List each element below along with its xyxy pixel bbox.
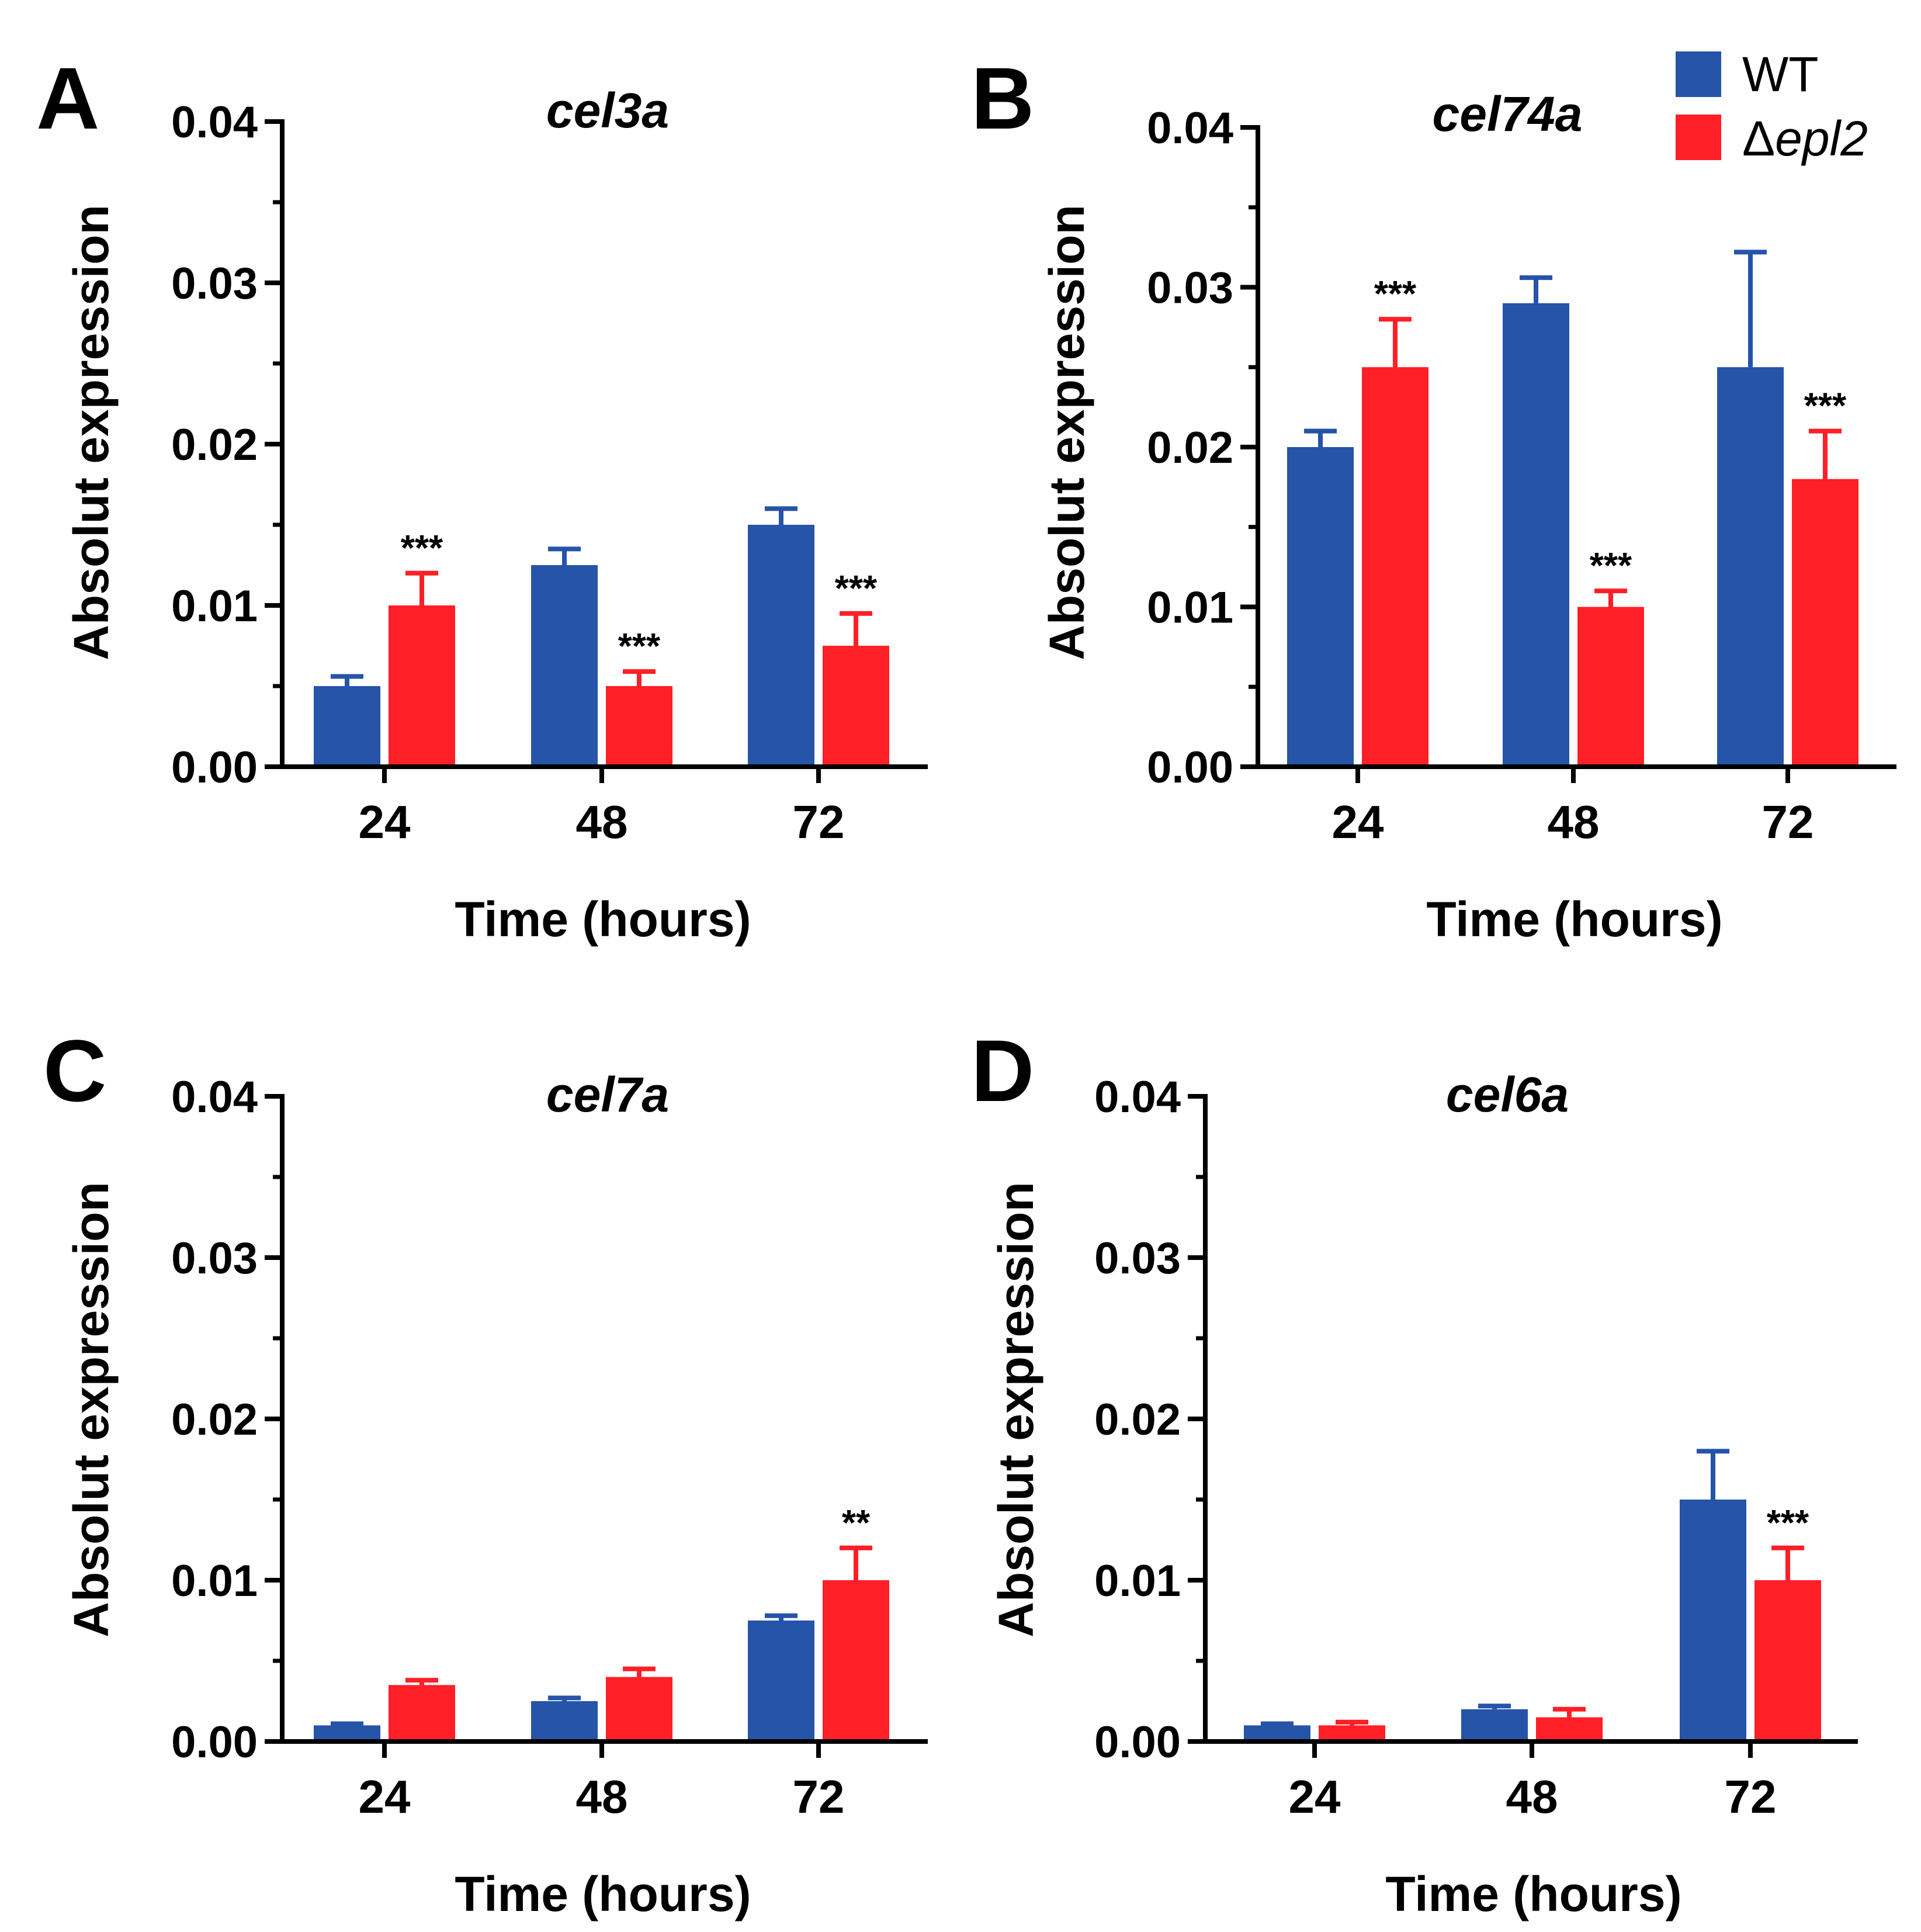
- bar-wt-72: [1717, 367, 1784, 767]
- bar-wt-24: [1244, 1725, 1310, 1741]
- y-tick-label: 0.01: [171, 1556, 258, 1606]
- y-tick-label: 0.00: [171, 743, 258, 792]
- y-tick-label: 0.04: [1147, 103, 1233, 153]
- panel-d: D cel6a Absolut expression Time (hours) …: [971, 1022, 1858, 1921]
- x-tick-label-48: 48: [576, 796, 628, 848]
- significance-marker-72: ***: [835, 569, 878, 609]
- gene-title: cel3a: [546, 83, 669, 138]
- x-tick-label-24: 24: [1332, 796, 1384, 848]
- bar-delta-epl2-72: [823, 1580, 889, 1741]
- x-tick-label-48: 48: [1506, 1771, 1558, 1823]
- y-tick-label: 0.04: [171, 98, 258, 147]
- y-tick-label: 0.03: [1094, 1234, 1181, 1283]
- bar-wt-48: [531, 565, 598, 767]
- y-tick-label: 0.04: [1094, 1072, 1181, 1122]
- y-tick-label: 0.03: [171, 1234, 258, 1283]
- x-tick-label-24: 24: [1289, 1771, 1341, 1823]
- panel-letter: C: [43, 1022, 106, 1120]
- significance-marker-24: ***: [1374, 274, 1417, 314]
- x-tick-label-72: 72: [1762, 796, 1814, 848]
- y-axis-label: Absolut expression: [64, 1182, 119, 1637]
- bar-wt-72: [748, 1621, 814, 1741]
- legend-item-delta-epl2: Δepl2: [1676, 111, 1868, 166]
- bar-delta-epl2-24: [1319, 1725, 1385, 1741]
- bar-wt-72: [1680, 1500, 1746, 1741]
- y-tick-label: 0.02: [1147, 423, 1233, 473]
- y-tick-label: 0.02: [1094, 1395, 1181, 1445]
- bar-wt-24: [314, 1725, 380, 1741]
- significance-marker-24: ***: [401, 528, 443, 569]
- bar-wt-48: [531, 1701, 598, 1741]
- y-tick-label: 0.04: [171, 1072, 258, 1122]
- x-axis-label: Time (hours): [455, 892, 751, 947]
- bar-wt-48: [1503, 303, 1569, 767]
- bar-delta-epl2-24: [1362, 367, 1428, 767]
- legend-label-delta-epl2: Δepl2: [1742, 111, 1868, 166]
- y-axis-label: Absolut expression: [1039, 205, 1094, 660]
- bar-delta-epl2-72: [1792, 479, 1858, 767]
- bar-delta-epl2-24: [389, 605, 455, 767]
- panel-letter: B: [971, 49, 1034, 147]
- x-axis-label: Time (hours): [455, 1867, 751, 1921]
- y-tick-label: 0.01: [1147, 583, 1233, 633]
- y-tick-label: 0.02: [171, 1395, 258, 1445]
- y-tick-label: 0.02: [171, 420, 258, 470]
- x-axis-label: Time (hours): [1385, 1867, 1681, 1921]
- y-tick-label: 0.03: [1147, 264, 1233, 313]
- legend-swatch-wt: [1676, 51, 1721, 97]
- gene-title: cel74a: [1433, 86, 1583, 141]
- bar-wt-48: [1461, 1709, 1528, 1741]
- bar-delta-epl2-48: [1536, 1717, 1603, 1741]
- plot-area: *** *** *** 0.00 0.01 0.02 0.03 0.04 24 48 72: [1147, 103, 1896, 848]
- x-tick-label-72: 72: [793, 1771, 845, 1823]
- y-tick-label: 0.01: [171, 581, 258, 631]
- bar-wt-72: [748, 525, 814, 767]
- y-axis-label: Absolut expression: [64, 205, 119, 660]
- significance-marker-48: ***: [618, 626, 661, 667]
- panel-letter: D: [971, 1022, 1034, 1120]
- plot-area: *** *** *** 0.00 0.01 0.02 0.03 0.04 24 48 72: [171, 98, 928, 848]
- x-tick-label-48: 48: [576, 1771, 628, 1823]
- bar-delta-epl2-48: [1577, 607, 1644, 767]
- legend-label-wt: WT: [1742, 47, 1819, 102]
- x-axis-label: Time (hours): [1426, 892, 1722, 947]
- x-tick-label-72: 72: [793, 796, 845, 848]
- significance-marker-72: ***: [1804, 386, 1847, 427]
- x-tick-label-24: 24: [359, 796, 411, 848]
- y-tick-label: 0.01: [1094, 1556, 1181, 1606]
- legend: WT Δepl2: [1676, 47, 1868, 166]
- x-tick-label-48: 48: [1548, 796, 1600, 848]
- gene-title: cel6a: [1446, 1067, 1569, 1122]
- bar-delta-epl2-24: [389, 1685, 455, 1741]
- panel-c: C cel7a Absolut expression Time (hours) …: [43, 1022, 928, 1921]
- y-tick-label: 0.00: [1147, 743, 1233, 792]
- y-tick-label: 0.03: [171, 259, 258, 309]
- legend-epl2-text: epl2: [1775, 111, 1868, 166]
- bar-wt-24: [1287, 447, 1354, 767]
- significance-marker-72: **: [842, 1503, 871, 1543]
- bar-delta-epl2-72: [823, 646, 889, 767]
- significance-marker-48: ***: [1590, 546, 1632, 586]
- legend-swatch-delta-epl2: [1676, 115, 1721, 160]
- bar-delta-epl2-48: [606, 1677, 672, 1741]
- legend-delta-symbol: Δ: [1742, 111, 1775, 166]
- significance-marker-72: ***: [1767, 1503, 1809, 1543]
- bar-wt-24: [314, 686, 380, 767]
- y-axis-label: Absolut expression: [989, 1182, 1043, 1637]
- legend-item-wt: WT: [1676, 47, 1819, 102]
- y-tick-label: 0.00: [171, 1718, 258, 1767]
- plot-area: ** 0.00 0.01 0.02 0.03 0.04 24 48 72: [171, 1072, 928, 1823]
- panel-b: B cel74a Absolut expression Time (hours)…: [971, 49, 1896, 947]
- panel-a: A cel3a Absolut expression Time (hours) …: [36, 49, 928, 947]
- panel-letter: A: [36, 49, 99, 147]
- bar-delta-epl2-48: [606, 686, 672, 767]
- gene-title: cel7a: [546, 1067, 669, 1122]
- x-tick-label-24: 24: [359, 1771, 411, 1823]
- y-tick-label: 0.00: [1094, 1718, 1181, 1767]
- bar-delta-epl2-72: [1754, 1580, 1821, 1741]
- x-tick-label-72: 72: [1725, 1771, 1777, 1823]
- plot-area: *** 0.00 0.01 0.02 0.03 0.04 24 48 72: [1094, 1072, 1858, 1823]
